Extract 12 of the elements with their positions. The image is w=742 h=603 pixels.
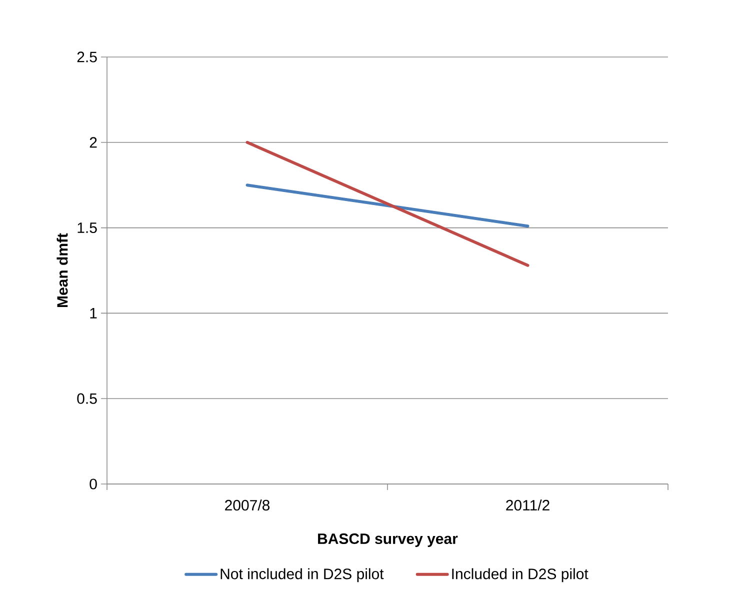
y-tick-label: 1.5 [78, 222, 97, 234]
legend-label: Included in D2S pilot [452, 568, 588, 582]
y-axis-title: Mean dmft [56, 233, 68, 307]
y-tick-label: 0 [90, 478, 97, 490]
y-tick-label: 2.5 [77, 52, 97, 62]
y-tick-label: 2 [90, 137, 97, 148]
x-axis-title: BASCD survey year [318, 533, 458, 547]
y-tick-label: 1 [90, 308, 97, 318]
x-tick-label: 2011/2 [506, 500, 550, 511]
legend-label: Not included in D2S pilot [220, 568, 384, 582]
x-tick-label: 2007/8 [225, 500, 270, 511]
y-tick-label: 0.5 [77, 393, 97, 404]
